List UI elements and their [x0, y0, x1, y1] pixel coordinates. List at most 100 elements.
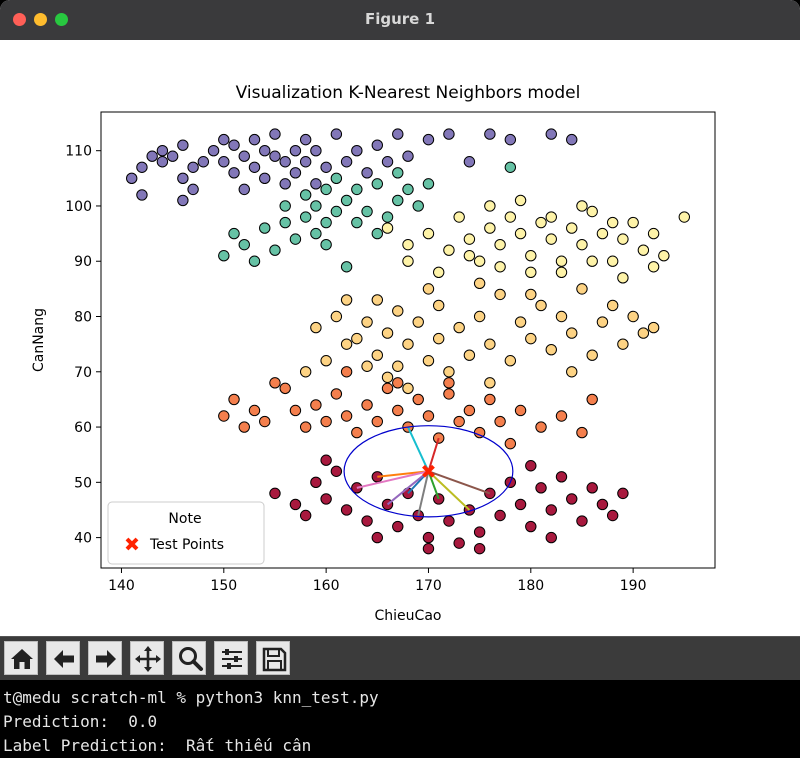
data-point [596, 498, 609, 511]
data-point [566, 493, 578, 505]
forward-button[interactable] [88, 641, 122, 675]
terminal-prediction-line: Prediction: 0.0 [3, 712, 158, 731]
neighbor-line [427, 437, 440, 472]
close-window-button[interactable] [13, 13, 26, 26]
data-point [361, 515, 373, 527]
zoom-button[interactable] [172, 641, 206, 675]
data-point [494, 415, 506, 428]
back-button[interactable] [46, 641, 80, 675]
data-point [320, 216, 332, 229]
zoom-icon [179, 647, 203, 671]
data-point [238, 150, 250, 162]
data-point [340, 261, 353, 273]
data-point [422, 178, 435, 190]
data-point [514, 316, 527, 328]
data-point [340, 366, 353, 378]
terminal-label-line: Label Prediction: Rất thiếu cân [3, 736, 312, 755]
data-point [392, 404, 404, 417]
x-tick-label: 160 [313, 578, 340, 594]
configure-subplots-button[interactable] [214, 641, 248, 675]
data-point [340, 410, 353, 422]
data-point [371, 294, 383, 306]
data-point [617, 338, 629, 350]
data-point [422, 227, 435, 240]
title-bar: Figure 1 [0, 0, 800, 41]
data-point [259, 222, 271, 234]
data-point [545, 128, 557, 140]
data-point [156, 144, 169, 157]
data-point [392, 360, 404, 372]
data-point [218, 250, 230, 262]
data-point [392, 194, 404, 207]
data-point [310, 178, 322, 190]
data-point [576, 515, 588, 527]
data-point [576, 238, 588, 251]
data-point [535, 216, 547, 229]
data-point [422, 531, 435, 544]
data-point [351, 183, 363, 196]
data-point [463, 349, 476, 361]
data-point [392, 377, 404, 389]
data-point [207, 144, 220, 157]
data-point [361, 399, 373, 411]
terminal-output: t@medu scratch-ml % python3 knn_test.py … [0, 680, 800, 758]
data-point [187, 183, 199, 196]
data-point [473, 277, 486, 290]
data-point [330, 128, 343, 140]
data-point [453, 321, 465, 334]
data-point [525, 332, 537, 345]
data-point [443, 388, 455, 400]
data-point [228, 167, 240, 179]
data-point [617, 272, 629, 284]
pan-button[interactable] [130, 641, 164, 675]
data-point [514, 227, 527, 240]
data-point [381, 156, 394, 168]
data-point [586, 349, 598, 361]
data-point [453, 537, 465, 549]
home-button[interactable] [4, 641, 38, 675]
data-point [566, 327, 578, 339]
data-point [617, 487, 629, 500]
data-point [494, 261, 506, 273]
save-button[interactable] [256, 641, 290, 675]
maximize-window-button[interactable] [55, 13, 68, 26]
data-point [381, 222, 394, 234]
data-point [340, 338, 353, 350]
data-point [453, 415, 465, 428]
data-point [392, 305, 404, 317]
data-point [596, 316, 609, 328]
x-tick-label: 190 [620, 578, 647, 594]
data-point [678, 211, 690, 223]
data-point [279, 156, 291, 168]
data-point [627, 310, 639, 323]
data-point [320, 183, 332, 196]
data-point [146, 150, 158, 162]
data-point [453, 211, 465, 223]
x-tick-label: 180 [517, 578, 544, 594]
data-point [596, 227, 609, 240]
data-point [392, 167, 404, 179]
data-point [402, 255, 414, 267]
data-point [412, 393, 424, 406]
data-point [381, 327, 394, 339]
sliders-icon [222, 649, 242, 669]
data-point [330, 388, 343, 400]
data-point [545, 504, 557, 516]
data-point [361, 205, 373, 218]
data-point [412, 316, 424, 328]
data-point [299, 366, 312, 378]
move-icon [135, 646, 161, 672]
data-point [289, 144, 302, 157]
minimize-window-button[interactable] [34, 13, 47, 26]
data-point [402, 183, 414, 196]
data-point [310, 476, 322, 489]
data-point [443, 377, 455, 389]
data-point [310, 399, 322, 411]
data-point [177, 194, 189, 207]
data-point [238, 183, 250, 196]
data-point [514, 194, 527, 207]
data-point [514, 404, 527, 417]
data-point [566, 366, 578, 378]
data-point [371, 415, 383, 428]
data-point [361, 316, 373, 328]
